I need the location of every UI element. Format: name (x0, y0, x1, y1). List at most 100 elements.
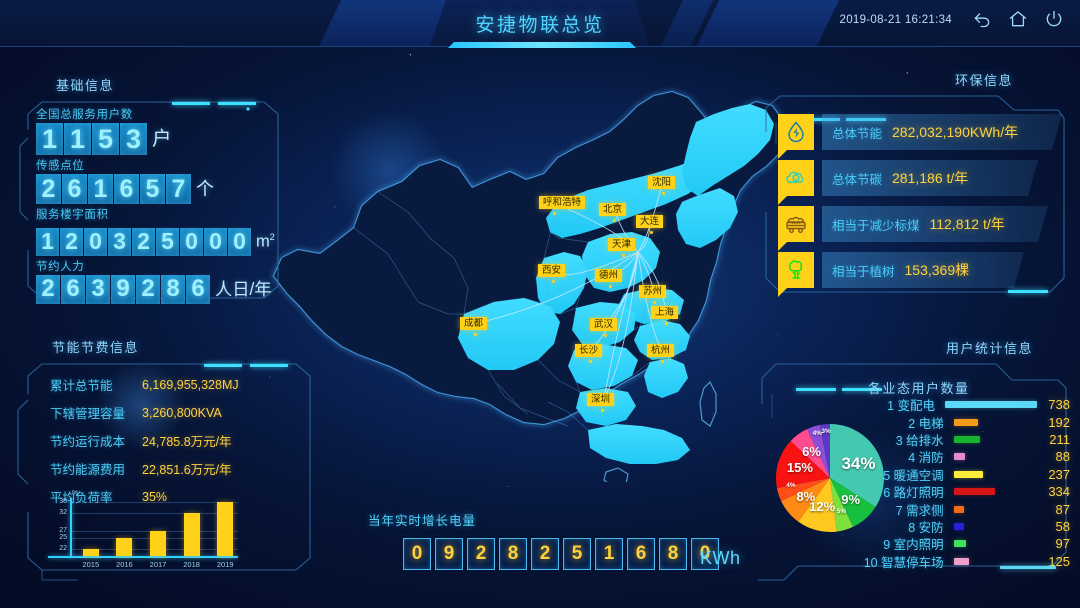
env-info-value: 153,369棵 (904, 262, 970, 278)
power-icon[interactable] (1044, 9, 1064, 29)
header-accent-stripe (696, 0, 840, 46)
kpi-digit: 1 (36, 123, 63, 155)
kpi-digit: 0 (204, 227, 227, 256)
env-info-item: 相当于植树 153,369棵 (778, 252, 1024, 297)
map-city-label[interactable]: 呼和浩特 (539, 196, 586, 210)
realtime-growth-label: 当年实时增长电量 (368, 514, 477, 528)
map-city-label[interactable]: 大连 (636, 215, 664, 229)
map-city-label[interactable]: 杭州 (647, 344, 675, 358)
kpi-digit: 6 (186, 274, 210, 304)
kpi-digit: 9 (111, 274, 135, 304)
legend-bar-track (953, 418, 1034, 426)
back-icon[interactable] (972, 9, 992, 29)
map-city-label[interactable]: 深圳 (587, 393, 615, 407)
energy-drop-icon (778, 114, 814, 159)
map-city-label[interactable]: 成都 (460, 317, 488, 331)
legend-value: 87 (1055, 501, 1071, 517)
legend-row[interactable]: 5 暖通空调 237 (860, 466, 1070, 483)
env-info-value: 281,186 t/年 (892, 170, 969, 186)
counter-digit: 2 (467, 538, 495, 570)
legend-label: 9 室内照明 (883, 538, 944, 553)
map-city-dot (653, 301, 656, 304)
pie-slice[interactable] (776, 478, 830, 501)
kpi-label: 服务楼宇面积 (36, 209, 109, 221)
legend-row[interactable]: 3 给排水 211 (860, 431, 1070, 448)
china-map: 沈阳呼和浩特 北京 大连 天津西安 德州苏州上海成都 武汉长沙 杭州深圳 (258, 62, 818, 482)
legend-row[interactable]: 7 需求侧 87 (860, 500, 1071, 518)
pie-slice[interactable] (807, 424, 830, 478)
legend-row[interactable]: 9 室内照明 97 (860, 535, 1070, 552)
legend-overflow-bar (1000, 566, 1056, 569)
map-city-dot (613, 219, 616, 222)
business-type-legend: 1 变配电 738 2 电梯 192 3 给排水 211 4 消防 88 5 暖通空调 237 6 … (860, 396, 1070, 570)
pie-slice[interactable] (830, 478, 853, 532)
env-info-value: 282,032,190KWh/年 (892, 124, 1019, 140)
saving-info-table: 累计总节能 6,169,955,328MJ 下辖管理容量 3,260,800KVA 节约… (50, 375, 239, 515)
legend-label: 1 变配电 (887, 399, 935, 414)
map-city-dot (474, 333, 477, 336)
bar-chart-bar[interactable] (116, 537, 133, 556)
counter-digit: 9 (435, 538, 463, 570)
legend-row[interactable]: 1 变配电 738 (860, 396, 1070, 413)
bar-chart-x-tick: 2017 (149, 560, 167, 569)
legend-bar-track (953, 488, 1034, 496)
panel-tick (846, 118, 886, 121)
kpi-digit: 0 (84, 227, 107, 256)
map-city-label[interactable]: 天津 (608, 238, 636, 252)
legend-row[interactable]: 4 消防 88 (860, 448, 1070, 465)
legend-value: 237 (1048, 466, 1071, 482)
bar-chart-bar[interactable] (217, 501, 234, 556)
legend-bar (945, 401, 1037, 409)
pie-slice-percent: 8% (796, 488, 816, 504)
legend-bar (953, 435, 980, 443)
bar-chart-y-axis (70, 498, 72, 558)
pie-slice[interactable] (776, 441, 830, 489)
panel-tick (842, 388, 882, 391)
legend-row[interactable]: 2 电梯 192 (860, 413, 1070, 431)
legend-value: 88 (1055, 449, 1071, 465)
pie-slice[interactable] (830, 478, 876, 527)
map-city-label[interactable]: 上海 (651, 306, 679, 320)
map-city-dot (604, 334, 607, 337)
map-city-label[interactable]: 西安 (538, 264, 566, 278)
bar-chart-bar[interactable] (150, 530, 166, 556)
pie-slice-percent: 4% (786, 481, 796, 489)
map-city-label[interactable]: 北京 (599, 203, 627, 217)
panel-tick (204, 364, 242, 367)
pie-slice[interactable] (781, 478, 830, 522)
pie-slice[interactable] (819, 424, 830, 478)
pie-slice[interactable] (798, 478, 837, 532)
pie-slice[interactable] (830, 424, 884, 507)
home-icon[interactable] (1008, 9, 1028, 29)
map-city-label[interactable]: 德州 (595, 269, 623, 283)
panel-tick (796, 388, 836, 391)
map-city-dot (665, 322, 668, 325)
env-info-section-title: 环保信息 (955, 73, 1014, 88)
bar-chart-bar[interactable] (183, 512, 200, 556)
panel-tick (1008, 290, 1048, 293)
counter-digit: 5 (563, 538, 591, 570)
kpi-label: 全国总服务用户数 (36, 109, 133, 121)
kpi-digit: 1 (88, 174, 113, 204)
kpi-digit: 0 (228, 227, 251, 256)
legend-row[interactable]: 10 智慧停车场 125 (860, 553, 1070, 570)
map-city-label[interactable]: 沈阳 (648, 176, 676, 190)
panel-tick (218, 102, 256, 105)
bar-chart-bar[interactable] (82, 548, 99, 556)
basic-info-kpi: 节约人力 2 6 3 9 2 8 6 人日/年 (36, 258, 276, 304)
kpi-digit: 2 (132, 227, 155, 256)
map-city-label[interactable]: 苏州 (639, 285, 667, 299)
map-city-label[interactable]: 长沙 (575, 344, 603, 358)
basic-info-kpi: 服务楼宇面积 1 2 0 3 2 5 0 0 0 m2 (36, 206, 276, 256)
legend-row[interactable]: 8 安防 58 (860, 518, 1070, 535)
map-city-label[interactable]: 武汉 (590, 318, 618, 332)
saving-info-value: 6,169,955,328MJ (142, 377, 239, 392)
kpi-digit: 2 (36, 174, 61, 204)
saving-info-row: 平均负荷率 35% (50, 487, 239, 506)
header-title-plate (430, 0, 650, 46)
saving-info-label: 平均负荷率 (50, 491, 113, 505)
pie-slice[interactable] (790, 429, 830, 478)
counter-digit: 2 (531, 538, 559, 570)
legend-row[interactable]: 6 路灯照明 334 (860, 483, 1070, 500)
